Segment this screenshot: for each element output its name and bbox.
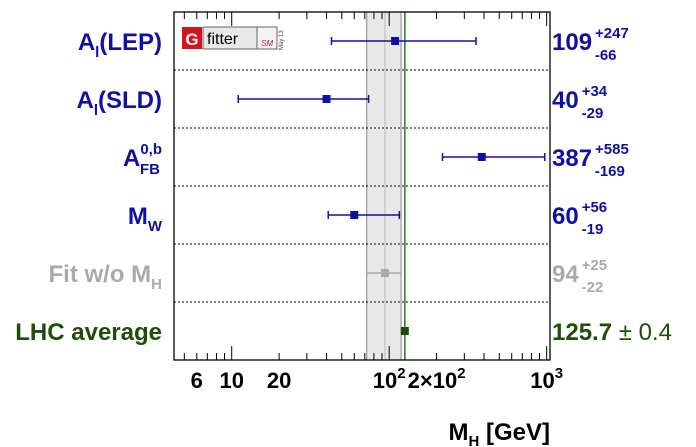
row-label: Al(LEP) xyxy=(78,29,162,61)
data-point xyxy=(477,153,486,161)
row-value-down: -169 xyxy=(595,163,625,180)
row-value-central: 109 xyxy=(552,29,592,56)
row-label: LHC average xyxy=(15,319,162,346)
row-value-central: 125.7 xyxy=(552,319,612,346)
x-axis-title: MH [GeV] xyxy=(448,419,550,447)
row-value: 60 +56 -19 xyxy=(552,199,607,238)
data-points xyxy=(237,37,546,335)
row-value-down: -66 xyxy=(595,47,617,64)
row-value: 94 +25 -22 xyxy=(552,257,607,296)
logo-red-box xyxy=(182,27,202,49)
data-point xyxy=(400,327,409,335)
logo-letter: G xyxy=(185,30,198,49)
row-value-down: -19 xyxy=(582,221,604,238)
row-label: MW xyxy=(128,203,163,235)
row-values: 109 +247 -66 40 +34 -29 387 +585 -169 60 +56 -19 94 +… xyxy=(552,25,672,346)
row-value-error: ± 0.4 xyxy=(612,319,672,346)
data-point xyxy=(350,211,359,219)
row-value-up: +25 xyxy=(582,257,607,274)
x-tick-label: 6 xyxy=(191,368,203,393)
data-point xyxy=(380,269,389,277)
row-value-central: 40 xyxy=(552,87,579,114)
x-tick-label: 102 xyxy=(373,365,406,393)
logo-date: May 13 xyxy=(279,30,285,50)
row-value-up: +247 xyxy=(595,25,629,42)
row-value: 125.7 ± 0.4 xyxy=(552,319,672,346)
x-axis-ticks: 6 10 20 102 2×102 103 xyxy=(183,12,563,393)
x-tick-label: 103 xyxy=(530,365,563,393)
x-tick-label: 20 xyxy=(267,368,291,393)
row-label: A0,b FB xyxy=(123,141,162,178)
row-value-central: 94 xyxy=(552,261,579,288)
logo-tag: SM xyxy=(261,39,273,48)
plot-frame xyxy=(173,11,551,361)
data-point xyxy=(322,95,331,103)
row-separators xyxy=(174,69,550,303)
row-value-up: +34 xyxy=(582,83,608,100)
plot-frame-border xyxy=(173,11,551,361)
row-value: 40 +34 -29 xyxy=(552,83,608,122)
row-value-central: 387 xyxy=(552,145,592,172)
x-axis-label: MH [GeV] xyxy=(448,419,550,447)
row-labels: Al(LEP) Al(SLD) A0,b FB MW Fit w/o MH LHC aver… xyxy=(15,29,163,346)
logo-tag-box xyxy=(256,26,278,50)
row-value-central: 60 xyxy=(552,203,579,230)
row-value-down: -22 xyxy=(582,279,604,296)
row-label: Al(SLD) xyxy=(77,87,163,119)
row-label: Fit w/o MH xyxy=(49,261,163,293)
row-value: 387 +585 -169 xyxy=(552,141,629,180)
logo-word: fitter xyxy=(207,31,239,48)
x-tick-label: 10 xyxy=(219,368,243,393)
row-value-up: +585 xyxy=(595,141,629,158)
x-tick-label: 2×102 xyxy=(408,365,466,393)
row-value-down: -29 xyxy=(582,105,604,122)
row-value-up: +56 xyxy=(582,199,607,216)
row-value: 109 +247 -66 xyxy=(552,25,629,64)
data-point xyxy=(391,37,400,45)
